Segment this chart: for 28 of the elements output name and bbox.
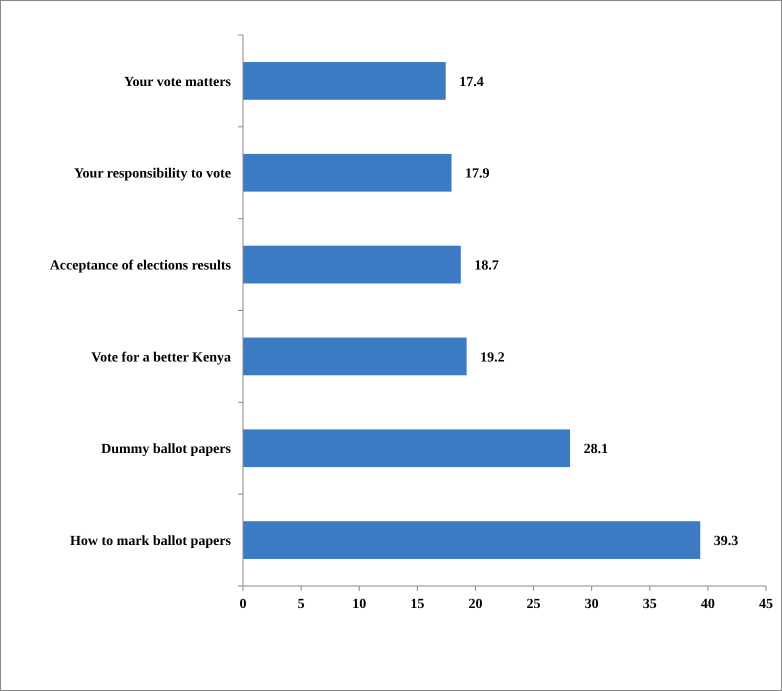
data-label: 28.1 [584,442,608,458]
bar [242,62,446,100]
bar [242,429,570,468]
data-label: 17.4 [459,74,484,90]
bar [242,154,452,192]
y-tick-label: Acceptance of elections results [50,258,232,274]
y-tick-label: Dummy ballot papers [101,442,232,458]
x-tick-label: 25 [526,597,541,612]
bar [242,521,700,559]
x-tick-label: 5 [298,597,305,612]
x-tick-label: 45 [759,597,773,612]
bar [242,246,461,284]
x-tick-label: 20 [468,597,482,612]
data-label: 17.9 [465,166,490,182]
x-tick-label: 0 [240,597,246,612]
bar [242,338,467,376]
x-tick-label: 10 [352,597,366,612]
x-tick-label: 35 [642,597,657,612]
y-tick-label: Your vote matters [124,74,232,90]
data-label: 19.2 [480,350,505,366]
data-label: 39.3 [714,534,738,549]
x-tick-label: 15 [410,597,424,612]
y-tick-label: Vote for a better Kenya [91,350,231,366]
x-tick-label: 40 [700,597,715,612]
y-tick-label: How to mark ballot papers [70,534,232,549]
y-tick-label: Your responsibility to vote [74,166,231,182]
x-tick-label: 30 [584,597,599,612]
data-label: 18.7 [474,258,499,274]
